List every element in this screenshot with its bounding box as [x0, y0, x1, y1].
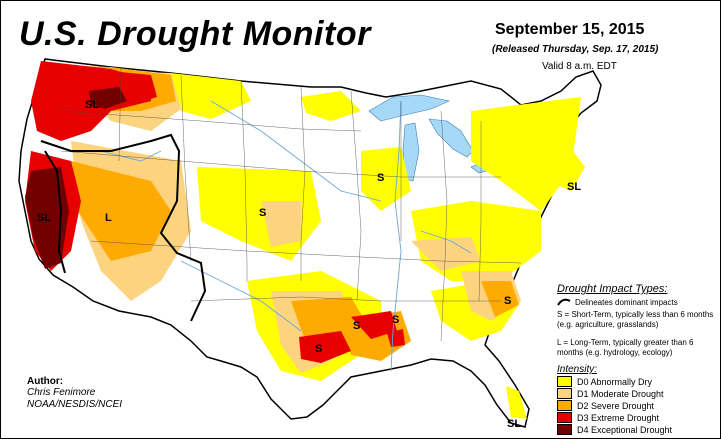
label-sl-northeast: SL	[567, 181, 581, 193]
page-title: U.S. Drought Monitor	[19, 15, 371, 53]
label-s-arkansas: S	[353, 320, 360, 332]
rivers	[100, 100, 472, 372]
legend-d2: D2 Severe Drought	[557, 400, 654, 411]
impact-types-title: Drought Impact Types:	[557, 283, 668, 295]
d4-areas	[25, 87, 127, 269]
intensity-title: Intensity:	[557, 364, 598, 375]
d3-swatch	[557, 412, 572, 423]
label-s-tennessee: S	[392, 314, 399, 326]
short-term-desc: S = Short-Term, typically less than 6 mo…	[557, 310, 714, 329]
d4-label: D4 Exceptional Drought	[577, 424, 673, 435]
d1-label: D1 Moderate Drought	[577, 388, 664, 399]
d4-swatch	[557, 424, 572, 435]
impact-lines	[40, 133, 207, 322]
label-sl-california: SL	[37, 212, 51, 224]
label-s-kansas: S	[259, 207, 266, 219]
map-date: September 15, 2015	[495, 21, 645, 38]
label-s-texas: S	[315, 343, 322, 355]
legend-d1: D1 Moderate Drought	[557, 388, 664, 399]
state-borders	[60, 66, 522, 342]
label-l-nevada: L	[105, 212, 112, 224]
legend-d4: D4 Exceptional Drought	[557, 424, 672, 435]
impact-line-icon	[557, 298, 571, 306]
d2-swatch	[557, 400, 572, 411]
author-label: Author:	[27, 376, 64, 387]
legend-d0: D0 Abnormally Dry	[557, 376, 652, 387]
impact-line-desc: Delineates dominant impacts	[575, 297, 678, 307]
d3-label: D3 Extreme Drought	[577, 412, 660, 423]
label-s-illinois: S	[377, 172, 384, 184]
d1-swatch	[557, 388, 572, 399]
legend-d3: D3 Extreme Drought	[557, 412, 659, 423]
valid-time: Valid 8 a.m. EDT	[542, 61, 617, 72]
release-date: (Released Thursday, Sep. 17, 2015)	[492, 44, 659, 55]
d2-label: D2 Severe Drought	[577, 400, 655, 411]
us-land	[18, 58, 602, 428]
author-name: Chris Fenimore	[27, 387, 96, 398]
label-s-carolina: S	[504, 295, 511, 307]
label-sl-florida: SL	[507, 418, 521, 430]
author-org: NOAA/NESDIS/NCEI	[27, 399, 123, 410]
long-term-desc: L = Long-Term, typically greater than 6 …	[557, 338, 694, 357]
d0-label: D0 Abnormally Dry	[577, 376, 653, 387]
impact-line-legend: Delineates dominant impacts	[557, 297, 678, 307]
label-sl-northwest: SL	[85, 99, 99, 111]
d0-swatch	[557, 376, 572, 387]
